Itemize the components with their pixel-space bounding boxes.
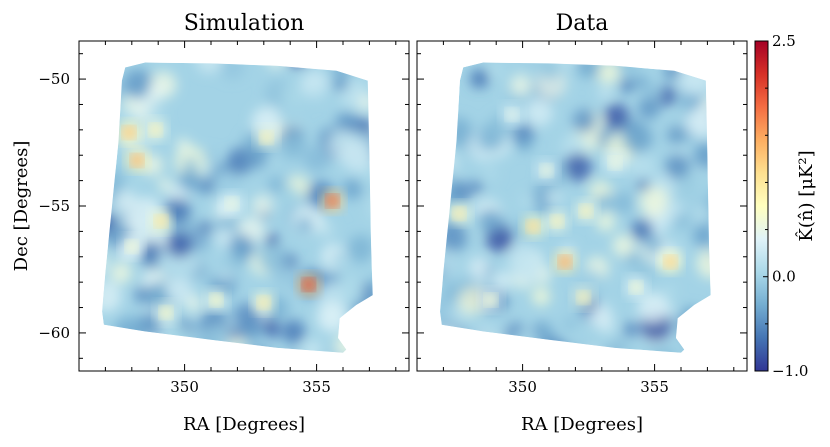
y-tick-label: −55 [38,197,70,215]
hotspot-5 [255,126,278,149]
x-tick-label: 355 [640,378,669,396]
hotspot-11 [221,192,244,215]
panel-title: Data [556,11,609,36]
colorbar-label: K̂(n̂) [μK²] [795,150,817,241]
y-tick-label: −60 [38,324,70,342]
x-axis-label: RA [Degrees] [183,414,305,435]
hotspot-0 [118,121,141,144]
hotspot-3 [149,210,172,233]
hotspot-0 [448,202,471,225]
hotspot-1 [522,215,545,238]
sky-map [102,62,373,353]
hotspot-9 [205,288,228,311]
hotspot-9 [535,159,558,182]
colorbar-tick-label: 2.5 [772,32,796,50]
hotspot-10 [604,151,626,174]
x-tick-label: 350 [508,378,537,396]
hotspot-6 [321,189,344,212]
colorbar-tick-label: 0.0 [772,268,796,286]
hotspot-6 [572,286,595,309]
sky-map [440,62,711,353]
x-axis-label: RA [Degrees] [521,414,643,435]
hotspot-8 [479,288,502,311]
panel-title: Simulation [184,11,305,36]
x-tick-label: 350 [170,378,199,396]
hotspot-4 [574,200,597,223]
y-axis-label: Dec [Degrees] [11,141,32,272]
hotspot-2 [553,250,576,273]
colorbar-tick-label: −1.0 [772,362,808,380]
hotspot-3 [545,210,568,233]
hotspot-7 [625,276,648,299]
hotspot-11 [501,103,524,126]
hotspot-8 [252,291,275,314]
panel-data: 350 355 Data RA [Degrees] [416,11,748,435]
colorbar: 2.5 0.0 −1.0 K̂(n̂) [μK²] [754,32,817,380]
hotspot-4 [120,235,143,258]
y-tick-label: −50 [38,70,70,88]
colorbar-gradient [754,40,769,372]
hotspot-2 [144,118,167,141]
hotspot-7 [297,273,320,296]
hotspot-5 [659,250,682,273]
hotspot-1 [126,149,149,172]
panel-simulation: 350 355 −50 −55 −60 Simulation RA [Degrees] Dec… [11,11,410,435]
hotspot-10 [155,301,178,324]
x-tick-label: 355 [302,378,331,396]
